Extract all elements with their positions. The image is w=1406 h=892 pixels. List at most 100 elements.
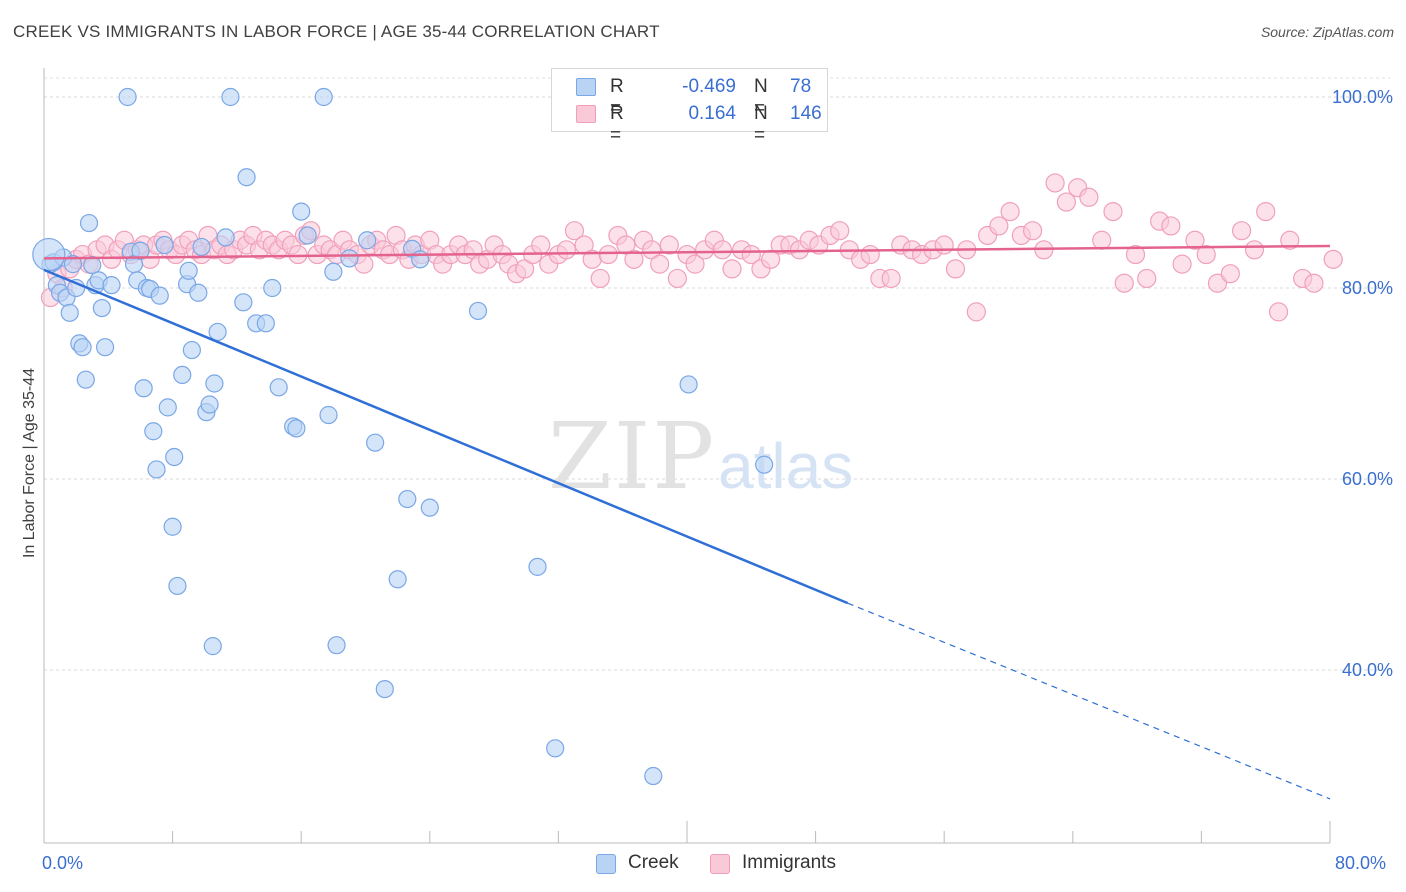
immigrants-point: [667, 268, 687, 289]
immigrants-point: [685, 254, 705, 274]
creek-point: [287, 419, 306, 438]
stats-legend: R = -0.469 N = 78 R = 0.164 N = 146: [551, 68, 828, 146]
immigrants-point: [881, 268, 901, 289]
legend-r-label: R =: [610, 76, 624, 119]
creek-point: [366, 433, 385, 452]
creek-swatch: [596, 854, 616, 874]
creek-points: [32, 87, 774, 786]
immigrants-point: [934, 235, 954, 255]
creek-swatch: [576, 78, 596, 96]
creek-point: [155, 235, 174, 255]
y-tick-label-100: 100.0%: [1331, 87, 1393, 107]
creek-point: [163, 517, 182, 536]
legend-r-value: -0.469: [682, 76, 736, 97]
creek-point: [234, 293, 253, 312]
immigrants-point: [624, 249, 644, 269]
immigrants-point: [642, 240, 662, 260]
immigrants-point: [722, 259, 742, 279]
creek-point: [358, 231, 377, 250]
creek-point: [420, 498, 439, 517]
immigrants-point: [741, 244, 761, 265]
immigrants-point: [650, 254, 670, 274]
immigrants-point: [966, 302, 986, 322]
immigrants-point: [989, 216, 1009, 236]
legend-n-label: N =: [754, 76, 768, 119]
legend-n-label: N =: [754, 103, 768, 146]
immigrants-point: [1114, 273, 1134, 293]
creek-point: [150, 286, 169, 305]
immigrants-point: [515, 259, 535, 279]
legend-n-value: 78: [790, 76, 812, 97]
series-legend: Creek Immigrants: [0, 852, 1406, 878]
creek-point: [327, 636, 346, 655]
creek-point: [179, 261, 198, 280]
creek-point: [165, 447, 184, 467]
creek-point: [208, 322, 227, 342]
y-tick-label-60: 60.0%: [1341, 469, 1393, 489]
creek-point: [158, 398, 177, 417]
immigrants-point: [1280, 230, 1300, 250]
immigrants-point: [1137, 268, 1157, 289]
creek-point: [340, 249, 359, 268]
immigrants-point: [531, 235, 551, 255]
immigrants-point: [1172, 254, 1192, 274]
immigrants-point: [1196, 244, 1216, 265]
grid: [44, 77, 1390, 671]
immigrants-point: [1161, 216, 1181, 236]
immigrants-point: [1023, 221, 1043, 241]
immigrants-point: [1220, 264, 1240, 284]
immigrants-point: [1304, 273, 1324, 293]
immigrants-swatch: [576, 105, 596, 123]
creek-point: [168, 576, 187, 596]
creek-point: [79, 213, 99, 233]
creek-point: [216, 228, 235, 247]
immigrants-swatch: [710, 854, 730, 874]
legend-creek-label: Creek: [628, 852, 679, 873]
immigrants-point: [712, 240, 732, 260]
creek-point: [200, 395, 219, 414]
creek-point: [319, 405, 338, 425]
immigrants-point: [590, 268, 610, 289]
creek-point: [95, 338, 115, 357]
immigrants-point: [860, 244, 880, 265]
creek-point: [205, 374, 224, 393]
watermark: ZIP atlas: [548, 403, 853, 510]
immigrants-point: [1323, 249, 1343, 269]
creek-point: [203, 637, 222, 656]
immigrants-point: [1125, 244, 1146, 265]
creek-point: [679, 375, 698, 394]
creek-point: [83, 255, 102, 275]
creek-point: [298, 226, 317, 245]
immigrants-point: [1079, 187, 1099, 207]
legend-r-value: 0.164: [688, 103, 736, 124]
creek-point: [173, 365, 192, 385]
creek-point: [192, 237, 211, 257]
creek-trend-line: [43, 268, 849, 605]
creek-point: [60, 303, 79, 322]
creek-point: [92, 298, 111, 318]
creek-point: [63, 255, 83, 274]
immigrants-point: [556, 240, 577, 260]
creek-point: [411, 250, 430, 269]
creek-point: [237, 168, 256, 187]
immigrants-point: [1268, 302, 1289, 322]
creek-point: [147, 460, 166, 479]
immigrants-point: [288, 244, 308, 265]
creek-point: [76, 370, 95, 389]
legend-immigrants-label: Immigrants: [742, 852, 836, 873]
immigrants-point: [598, 244, 618, 265]
creek-point: [324, 262, 343, 281]
y-tick-label-80: 80.0%: [1341, 278, 1393, 298]
creek-point: [102, 276, 121, 295]
creek-trend-extension: [847, 602, 1331, 800]
creek-point: [468, 301, 488, 321]
y-tick-label-40: 40.0%: [1341, 660, 1393, 680]
creek-point: [644, 766, 663, 786]
trend-lines: [43, 244, 1331, 800]
x-tick-label-min: 0.0%: [42, 853, 84, 873]
immigrants-point: [1231, 221, 1252, 241]
immigrants-trend-line: [43, 244, 1331, 260]
creek-point: [189, 283, 208, 302]
creek-point: [73, 338, 92, 357]
